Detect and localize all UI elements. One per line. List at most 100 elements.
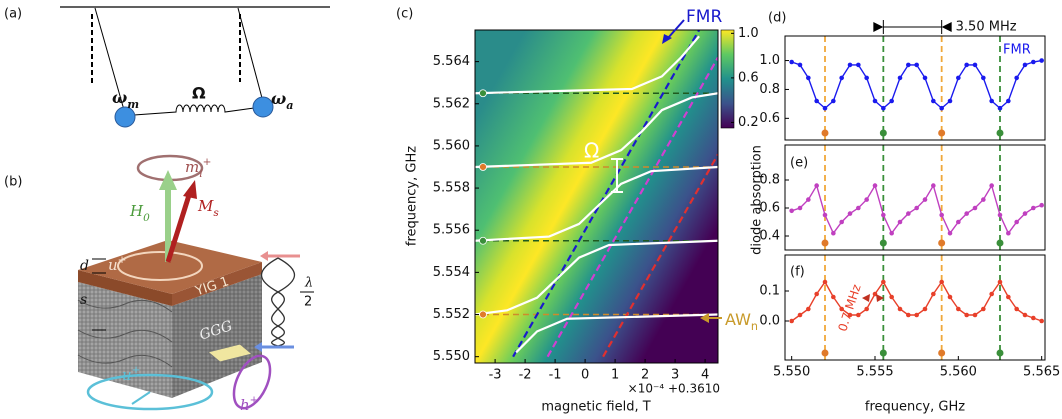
data-point [1039, 318, 1044, 324]
mode-dot [996, 349, 1004, 357]
label-bg [953, 19, 1020, 35]
arrow-head [159, 170, 177, 190]
thickness-label: s [80, 292, 87, 308]
phonon-orbit [86, 373, 214, 411]
data-point [806, 306, 811, 312]
subscript: i [199, 168, 202, 180]
data-point [947, 98, 953, 104]
y-tick-label: 5.564 [433, 54, 470, 69]
width-label: 0.7 MHz [835, 283, 863, 334]
y-tick-label: 5.550 [433, 349, 470, 364]
colorbar [720, 29, 735, 129]
data-point [964, 312, 969, 318]
data-point [1022, 312, 1028, 318]
arrow-head [662, 34, 672, 44]
heatmap-field [475, 30, 718, 363]
symbol: AW [725, 310, 751, 329]
arrow-head [183, 180, 197, 199]
data-point [906, 312, 911, 318]
x-offset: ×10⁻⁴ +0.3610 [628, 382, 720, 396]
panel-label: (c) [396, 7, 413, 22]
ms-label: Ms [197, 197, 219, 219]
y-tick-label: 5.558 [433, 181, 470, 196]
film-top [78, 240, 262, 294]
data-point [881, 212, 886, 218]
branch-line [515, 313, 718, 354]
y-tick-label: 0.8 [759, 173, 780, 188]
data-point [1031, 315, 1036, 321]
arrow-head [873, 22, 884, 32]
y-tick-label: 5.552 [433, 307, 470, 322]
dashed-line [546, 56, 718, 358]
panel-label: (f) [790, 265, 805, 280]
mode-dot [879, 239, 887, 247]
field-label: H0 [129, 202, 150, 224]
y-axis-label: diode absorption [750, 145, 765, 255]
film-side [78, 270, 172, 306]
mode-dot [996, 129, 1004, 137]
mode-dot [479, 163, 487, 171]
node-label: ωa [271, 89, 293, 113]
phonon-orbit [117, 251, 203, 281]
data-point [1014, 306, 1019, 312]
subscript: n [751, 320, 758, 333]
data-point [931, 183, 936, 188]
data-point [914, 62, 919, 68]
y-tick-label: 0.4 [759, 229, 780, 244]
plot-frame [784, 144, 1046, 251]
mode-label: AWn [725, 310, 758, 333]
y-tick-label: 0.1 [759, 284, 780, 299]
data-point [931, 98, 936, 104]
data-point [939, 105, 944, 111]
gap-bracket [611, 158, 623, 193]
data-point [964, 211, 969, 216]
data-point [956, 75, 961, 81]
symbol: m [185, 158, 199, 176]
data-point [889, 294, 894, 300]
data-point [906, 62, 911, 68]
data-point [856, 62, 861, 68]
data-point [806, 75, 811, 81]
branch-line [475, 92, 718, 169]
x-tick-label: 5.565 [1023, 365, 1060, 380]
mode-dot [821, 129, 829, 137]
mode-dot [938, 129, 946, 137]
data-point [997, 279, 1003, 285]
data-point [797, 62, 803, 68]
y-tick-label: 0.0 [759, 314, 780, 329]
data-point [789, 318, 794, 324]
data-point [1039, 58, 1044, 63]
interval-label: 3.50 MHz [956, 20, 1017, 35]
data-point [864, 197, 869, 202]
x-tick-label: 1 [611, 368, 619, 383]
arrow-head [941, 22, 952, 32]
x-tick-label: 5.550 [773, 365, 810, 380]
data-point [1031, 205, 1036, 211]
mode-dot [938, 239, 946, 247]
data-point [997, 212, 1003, 218]
branch-line [475, 165, 718, 242]
arrow-head [700, 313, 709, 323]
phonon-label: u+ [108, 254, 126, 274]
x-tick-label: 0 [581, 368, 589, 383]
symbol: u [122, 366, 132, 384]
data-point [822, 279, 828, 285]
data-point [1031, 59, 1036, 65]
string [237, 7, 263, 99]
mode-dot [879, 129, 887, 137]
field-orbit [232, 354, 272, 410]
substrate-face [78, 282, 172, 398]
panel-label: (e) [790, 156, 808, 171]
data-point [922, 306, 928, 312]
rf-field-label: h+ [240, 394, 258, 414]
superscript: + [203, 156, 212, 168]
data-point [831, 294, 836, 300]
subscript: s [213, 207, 219, 219]
data-point [972, 62, 978, 68]
data-point [822, 212, 828, 218]
panel-label: (d) [768, 11, 786, 26]
data-point [997, 105, 1003, 111]
symbol: H [129, 202, 144, 220]
data-point [856, 205, 861, 211]
